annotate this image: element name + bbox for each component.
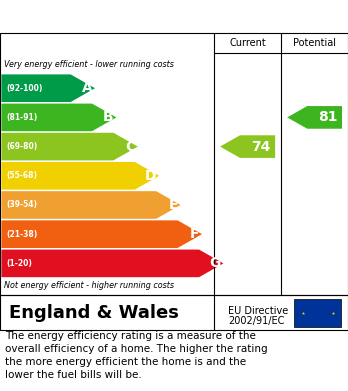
Polygon shape [1,221,202,248]
Polygon shape [1,162,159,190]
Text: (69-80): (69-80) [7,142,38,151]
Text: (55-68): (55-68) [7,171,38,180]
Text: C: C [125,140,135,154]
Text: Current: Current [229,38,266,48]
Polygon shape [1,74,95,102]
Text: Not energy efficient - higher running costs: Not energy efficient - higher running co… [4,282,174,291]
Text: E: E [168,198,178,212]
Text: D: D [145,169,156,183]
Polygon shape [1,133,138,160]
Text: England & Wales: England & Wales [9,303,179,321]
Text: 74: 74 [252,140,271,154]
Text: Potential: Potential [293,38,336,48]
Text: The energy efficiency rating is a measure of the
overall efficiency of a home. T: The energy efficiency rating is a measur… [5,331,268,380]
Text: (21-38): (21-38) [7,230,38,239]
Bar [294,298,341,326]
Text: (81-91): (81-91) [7,113,38,122]
Text: 81: 81 [318,110,338,124]
Text: (1-20): (1-20) [7,259,32,268]
Polygon shape [287,106,342,129]
Text: B: B [103,110,113,124]
Text: (39-54): (39-54) [7,201,38,210]
Polygon shape [1,249,223,277]
Text: F: F [190,227,199,241]
Text: A: A [81,81,92,95]
Text: Very energy efficient - lower running costs: Very energy efficient - lower running co… [4,60,174,69]
Polygon shape [220,135,275,158]
Polygon shape [1,191,181,219]
Text: 2002/91/EC: 2002/91/EC [228,316,284,326]
Text: (92-100): (92-100) [7,84,43,93]
Text: EU Directive: EU Directive [228,306,288,316]
Polygon shape [1,104,116,131]
Text: G: G [209,256,221,270]
Text: Energy Efficiency Rating: Energy Efficiency Rating [9,9,230,24]
